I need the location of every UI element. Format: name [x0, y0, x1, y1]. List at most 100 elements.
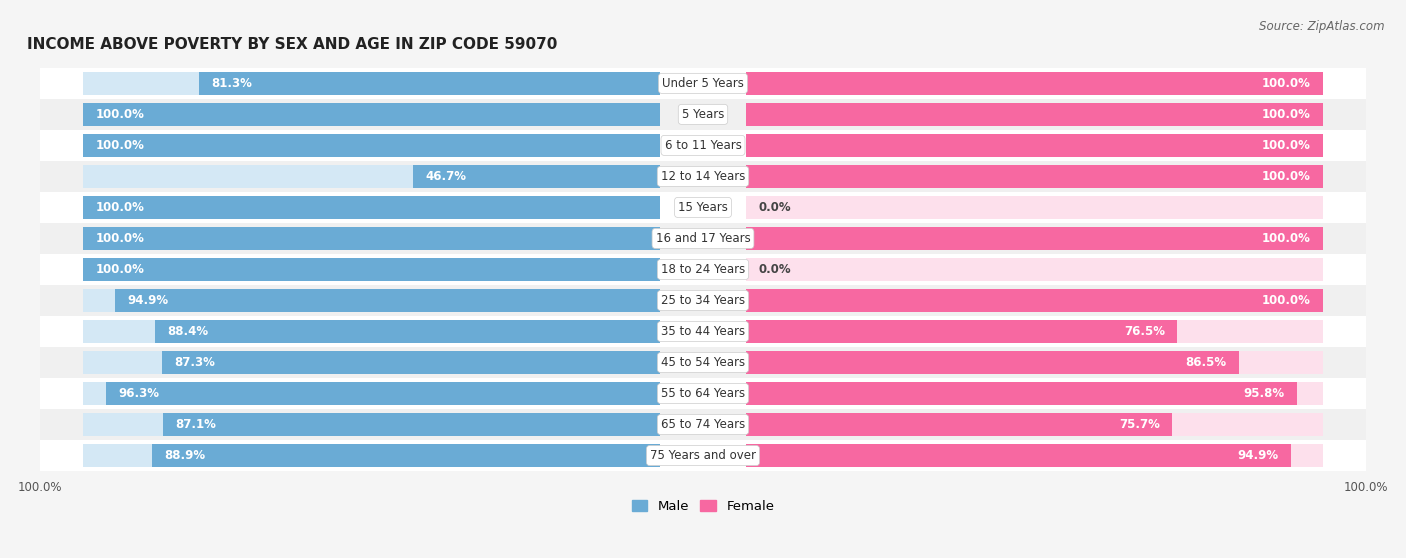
Text: 16 and 17 Years: 16 and 17 Years: [655, 232, 751, 245]
Bar: [83, 103, 659, 126]
Text: 100.0%: 100.0%: [1261, 108, 1310, 121]
Bar: [83, 134, 659, 157]
Bar: [747, 382, 1296, 405]
Text: 100.0%: 100.0%: [1261, 170, 1310, 183]
Text: 25 to 34 Years: 25 to 34 Years: [661, 294, 745, 307]
Text: 18 to 24 Years: 18 to 24 Years: [661, 263, 745, 276]
Text: 76.5%: 76.5%: [1123, 325, 1164, 338]
Bar: [747, 352, 1239, 374]
Legend: Male, Female: Male, Female: [626, 495, 780, 518]
Bar: [115, 289, 659, 312]
Bar: [83, 196, 659, 219]
Bar: [83, 165, 659, 187]
Bar: [747, 165, 1323, 187]
Text: 75 Years and over: 75 Years and over: [650, 449, 756, 462]
Text: 12 to 14 Years: 12 to 14 Years: [661, 170, 745, 183]
Text: 65 to 74 Years: 65 to 74 Years: [661, 418, 745, 431]
Bar: [155, 320, 659, 343]
Bar: [39, 347, 1367, 378]
Bar: [747, 227, 1323, 249]
Text: 87.1%: 87.1%: [176, 418, 217, 431]
Bar: [83, 352, 659, 374]
Text: 55 to 64 Years: 55 to 64 Years: [661, 387, 745, 400]
Text: 87.3%: 87.3%: [174, 356, 215, 369]
Text: 45 to 54 Years: 45 to 54 Years: [661, 356, 745, 369]
Bar: [39, 254, 1367, 285]
Bar: [39, 316, 1367, 347]
Bar: [83, 289, 659, 312]
Bar: [83, 258, 659, 281]
Bar: [413, 165, 659, 187]
Text: 100.0%: 100.0%: [96, 108, 145, 121]
Text: 100.0%: 100.0%: [96, 232, 145, 245]
Text: 35 to 44 Years: 35 to 44 Years: [661, 325, 745, 338]
Bar: [200, 72, 659, 94]
Bar: [747, 352, 1323, 374]
Text: 88.4%: 88.4%: [167, 325, 208, 338]
Text: 15 Years: 15 Years: [678, 201, 728, 214]
Bar: [39, 409, 1367, 440]
Bar: [747, 289, 1323, 312]
Bar: [39, 440, 1367, 471]
Bar: [747, 413, 1173, 436]
Text: 75.7%: 75.7%: [1119, 418, 1160, 431]
Text: 100.0%: 100.0%: [1261, 294, 1310, 307]
Text: 100.0%: 100.0%: [96, 139, 145, 152]
Bar: [39, 285, 1367, 316]
Bar: [747, 134, 1323, 157]
Bar: [83, 227, 659, 249]
Text: Source: ZipAtlas.com: Source: ZipAtlas.com: [1260, 20, 1385, 32]
Text: 100.0%: 100.0%: [1261, 139, 1310, 152]
Bar: [747, 320, 1177, 343]
Text: 100.0%: 100.0%: [96, 201, 145, 214]
Text: 100.0%: 100.0%: [1261, 232, 1310, 245]
Bar: [747, 165, 1323, 187]
Bar: [747, 103, 1323, 126]
Bar: [83, 444, 659, 466]
Bar: [83, 382, 659, 405]
Text: 94.9%: 94.9%: [1237, 449, 1279, 462]
Text: 86.5%: 86.5%: [1185, 356, 1227, 369]
Bar: [747, 320, 1323, 343]
Text: 100.0%: 100.0%: [96, 263, 145, 276]
Bar: [39, 68, 1367, 99]
Text: 88.9%: 88.9%: [165, 449, 205, 462]
Text: INCOME ABOVE POVERTY BY SEX AND AGE IN ZIP CODE 59070: INCOME ABOVE POVERTY BY SEX AND AGE IN Z…: [27, 37, 558, 52]
Bar: [747, 444, 1291, 466]
Bar: [747, 227, 1323, 249]
Bar: [747, 413, 1323, 436]
Bar: [747, 258, 1323, 281]
Bar: [83, 196, 659, 219]
Text: 94.9%: 94.9%: [127, 294, 169, 307]
Text: 0.0%: 0.0%: [759, 201, 792, 214]
Text: 81.3%: 81.3%: [211, 77, 252, 90]
Bar: [747, 196, 1323, 219]
Text: 100.0%: 100.0%: [1261, 77, 1310, 90]
Text: 95.8%: 95.8%: [1243, 387, 1285, 400]
Bar: [39, 161, 1367, 192]
Text: 96.3%: 96.3%: [118, 387, 159, 400]
Bar: [39, 378, 1367, 409]
Bar: [747, 134, 1323, 157]
Text: 46.7%: 46.7%: [426, 170, 467, 183]
Bar: [83, 227, 659, 249]
Bar: [163, 413, 659, 436]
Bar: [83, 258, 659, 281]
Text: 5 Years: 5 Years: [682, 108, 724, 121]
Bar: [747, 103, 1323, 126]
Text: Under 5 Years: Under 5 Years: [662, 77, 744, 90]
Bar: [83, 72, 659, 94]
Bar: [83, 320, 659, 343]
Bar: [83, 134, 659, 157]
Bar: [105, 382, 659, 405]
Bar: [83, 413, 659, 436]
Bar: [83, 103, 659, 126]
Bar: [39, 223, 1367, 254]
Bar: [747, 72, 1323, 94]
Bar: [162, 352, 659, 374]
Bar: [39, 130, 1367, 161]
Bar: [747, 444, 1323, 466]
Bar: [152, 444, 659, 466]
Bar: [747, 289, 1323, 312]
Text: 0.0%: 0.0%: [759, 263, 792, 276]
